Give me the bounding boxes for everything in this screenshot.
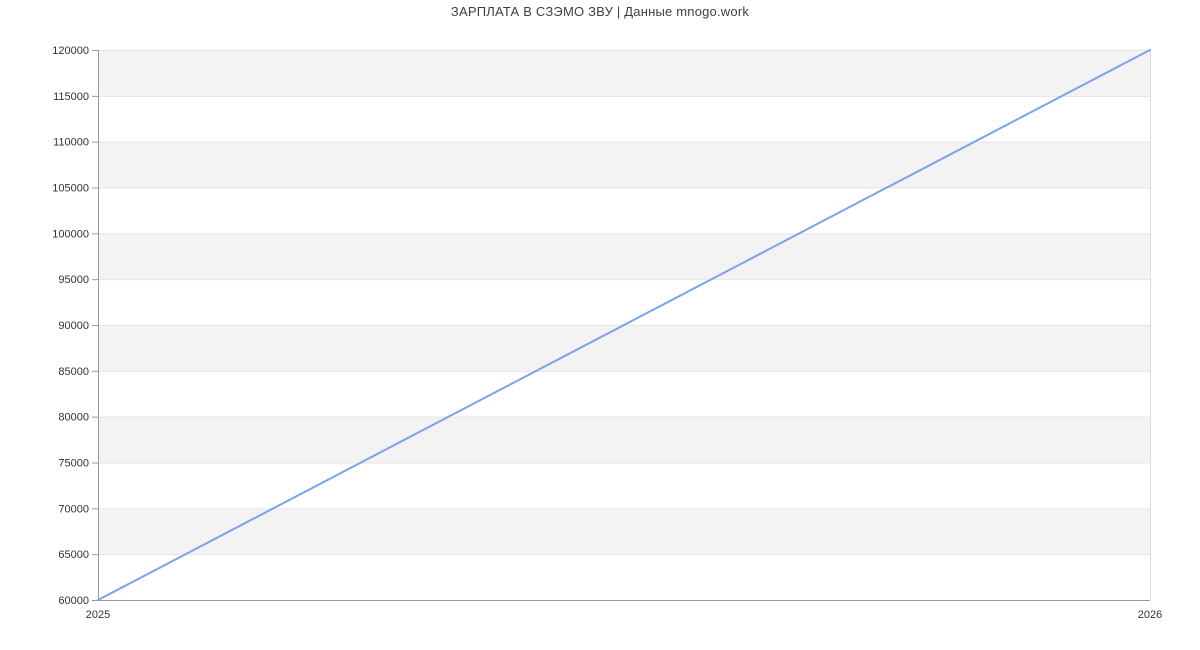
x-axis-label: 2026 (1138, 609, 1162, 621)
plot-band (98, 233, 1150, 280)
y-axis-label: 120000 (52, 45, 89, 57)
plot-band (98, 508, 1150, 555)
x-axis-label: 2025 (86, 609, 110, 621)
plot-band (98, 462, 1150, 509)
y-axis-label: 70000 (58, 503, 89, 515)
plot-band (98, 95, 1150, 142)
plot-band (98, 554, 1150, 600)
y-axis-label: 80000 (58, 412, 89, 424)
y-axis-label: 115000 (53, 91, 89, 103)
chart-title: ЗАРПЛАТА В СЗЭМО ЗВУ | Данные mnogo.work (450, 4, 750, 19)
y-axis-label: 105000 (52, 183, 89, 195)
plot-band (98, 370, 1150, 417)
y-axis-label: 100000 (52, 228, 89, 240)
plot-band (98, 187, 1150, 234)
y-axis-label: 65000 (58, 549, 89, 561)
plot-band (98, 325, 1150, 371)
y-axis-label: 60000 (58, 595, 89, 607)
plot-band (98, 141, 1150, 188)
y-axis-label: 90000 (58, 320, 89, 332)
y-axis-label: 85000 (58, 366, 89, 378)
y-axis-label: 95000 (58, 274, 89, 286)
plot-band (98, 50, 1150, 96)
plot-band (98, 416, 1150, 463)
y-axis-label: 75000 (58, 458, 89, 470)
series-line (97, 49, 1151, 601)
plot-band (98, 279, 1150, 325)
y-axis-label: 110000 (53, 137, 89, 149)
